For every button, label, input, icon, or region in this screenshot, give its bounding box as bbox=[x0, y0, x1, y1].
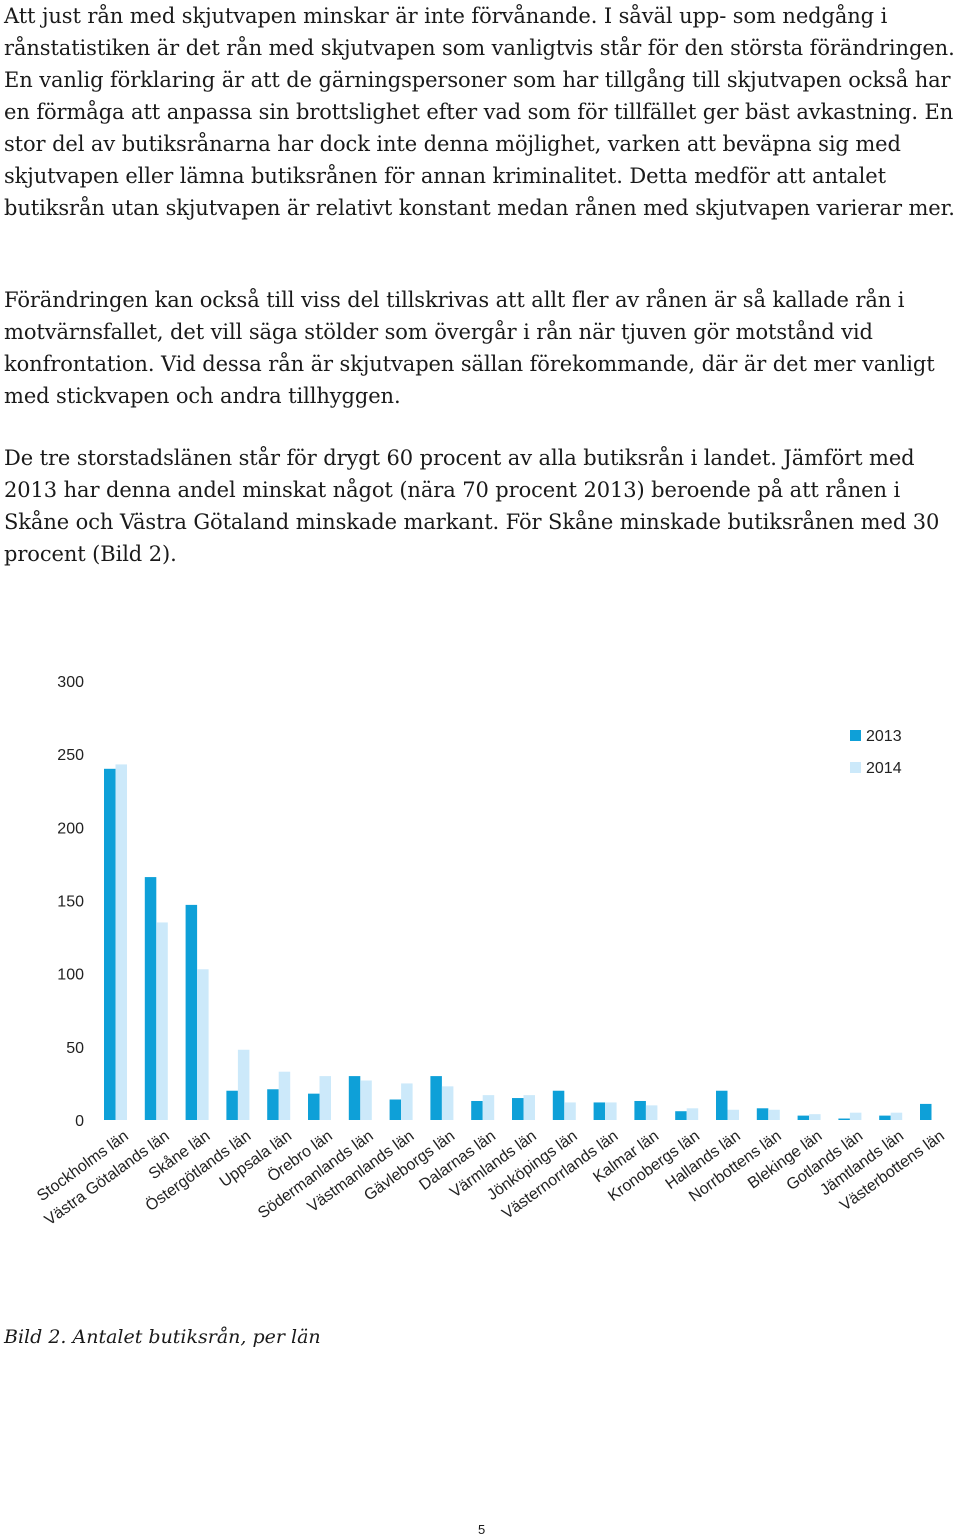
y-tick-label: 300 bbox=[57, 674, 84, 691]
paragraph-skjutvapen: Att just rån med skjutvapen minskar är i… bbox=[4, 4, 955, 220]
bar-2013-3 bbox=[185, 904, 198, 1120]
y-tick-label: 100 bbox=[57, 967, 84, 984]
bar-2013-17 bbox=[756, 1108, 769, 1120]
legend-label-2014: 2014 bbox=[866, 760, 902, 777]
paragraph-motvarnsfallet: Förändringen kan också till viss del til… bbox=[4, 288, 935, 408]
bar-2013-15 bbox=[675, 1111, 687, 1120]
bar-2014-8 bbox=[401, 1083, 413, 1120]
bar-2013-9 bbox=[430, 1076, 442, 1120]
legend-label-2013: 2013 bbox=[866, 728, 902, 745]
bar-2013-19 bbox=[838, 1118, 850, 1120]
y-tick-label: 250 bbox=[57, 747, 84, 764]
bar-2014-6 bbox=[319, 1076, 331, 1120]
page-number: 5 bbox=[478, 1522, 486, 1537]
bar-2013-20 bbox=[879, 1115, 891, 1120]
bar-2013-13 bbox=[593, 1102, 606, 1120]
bar-2013-5 bbox=[267, 1089, 279, 1120]
bar-2013-16 bbox=[716, 1090, 728, 1120]
bar-2014-12 bbox=[564, 1102, 576, 1120]
bar-2014-19 bbox=[849, 1112, 862, 1120]
bar-2013-7 bbox=[348, 1076, 361, 1120]
paragraph-storstadslanen: De tre storstadslänen står för drygt 60 … bbox=[4, 446, 940, 566]
legend-swatch-2013 bbox=[850, 730, 861, 741]
bar-2014-4 bbox=[237, 1049, 250, 1120]
bar-2013-21 bbox=[920, 1103, 932, 1120]
y-tick-label: 0 bbox=[75, 1113, 84, 1130]
bar-2014-13 bbox=[605, 1102, 617, 1120]
bar-2013-14 bbox=[634, 1100, 646, 1120]
bar-2014-14 bbox=[645, 1105, 658, 1120]
bar-2013-4 bbox=[226, 1090, 238, 1120]
bar-2013-12 bbox=[552, 1090, 565, 1120]
y-tick-label: 50 bbox=[66, 1040, 84, 1057]
bar-2014-3 bbox=[197, 969, 209, 1120]
bar-2014-10 bbox=[482, 1095, 495, 1120]
bar-2014-20 bbox=[890, 1112, 903, 1120]
bar-2013-11 bbox=[512, 1098, 524, 1120]
y-tick-label: 150 bbox=[57, 894, 84, 911]
bar-2014-7 bbox=[360, 1080, 372, 1120]
bar-2013-10 bbox=[471, 1100, 483, 1120]
bar-2013-18 bbox=[797, 1115, 810, 1120]
bar-2014-15 bbox=[686, 1108, 699, 1120]
figure-caption: Bild 2. Antalet butiksrån, per län bbox=[4, 1326, 321, 1348]
bar-2014-16 bbox=[727, 1109, 739, 1120]
legend-swatch-2014 bbox=[850, 762, 861, 773]
bar-2014-9 bbox=[441, 1086, 454, 1120]
bar-2013-8 bbox=[389, 1099, 402, 1120]
bar-2014-17 bbox=[768, 1109, 780, 1120]
bar-chart: 300 250 200 150 100 50 0 Stockholms län Västra G… bbox=[0, 660, 960, 1280]
bar-2013-2 bbox=[144, 877, 157, 1120]
bar-2014-11 bbox=[523, 1095, 535, 1120]
bar-2014-2 bbox=[156, 922, 168, 1120]
bar-2013-1 bbox=[104, 768, 116, 1120]
bar-2014-1 bbox=[115, 764, 127, 1120]
bar-2014-18 bbox=[809, 1114, 821, 1120]
bar-2014-5 bbox=[278, 1071, 291, 1120]
bar-2013-6 bbox=[308, 1093, 320, 1120]
y-tick-label: 200 bbox=[57, 820, 84, 837]
